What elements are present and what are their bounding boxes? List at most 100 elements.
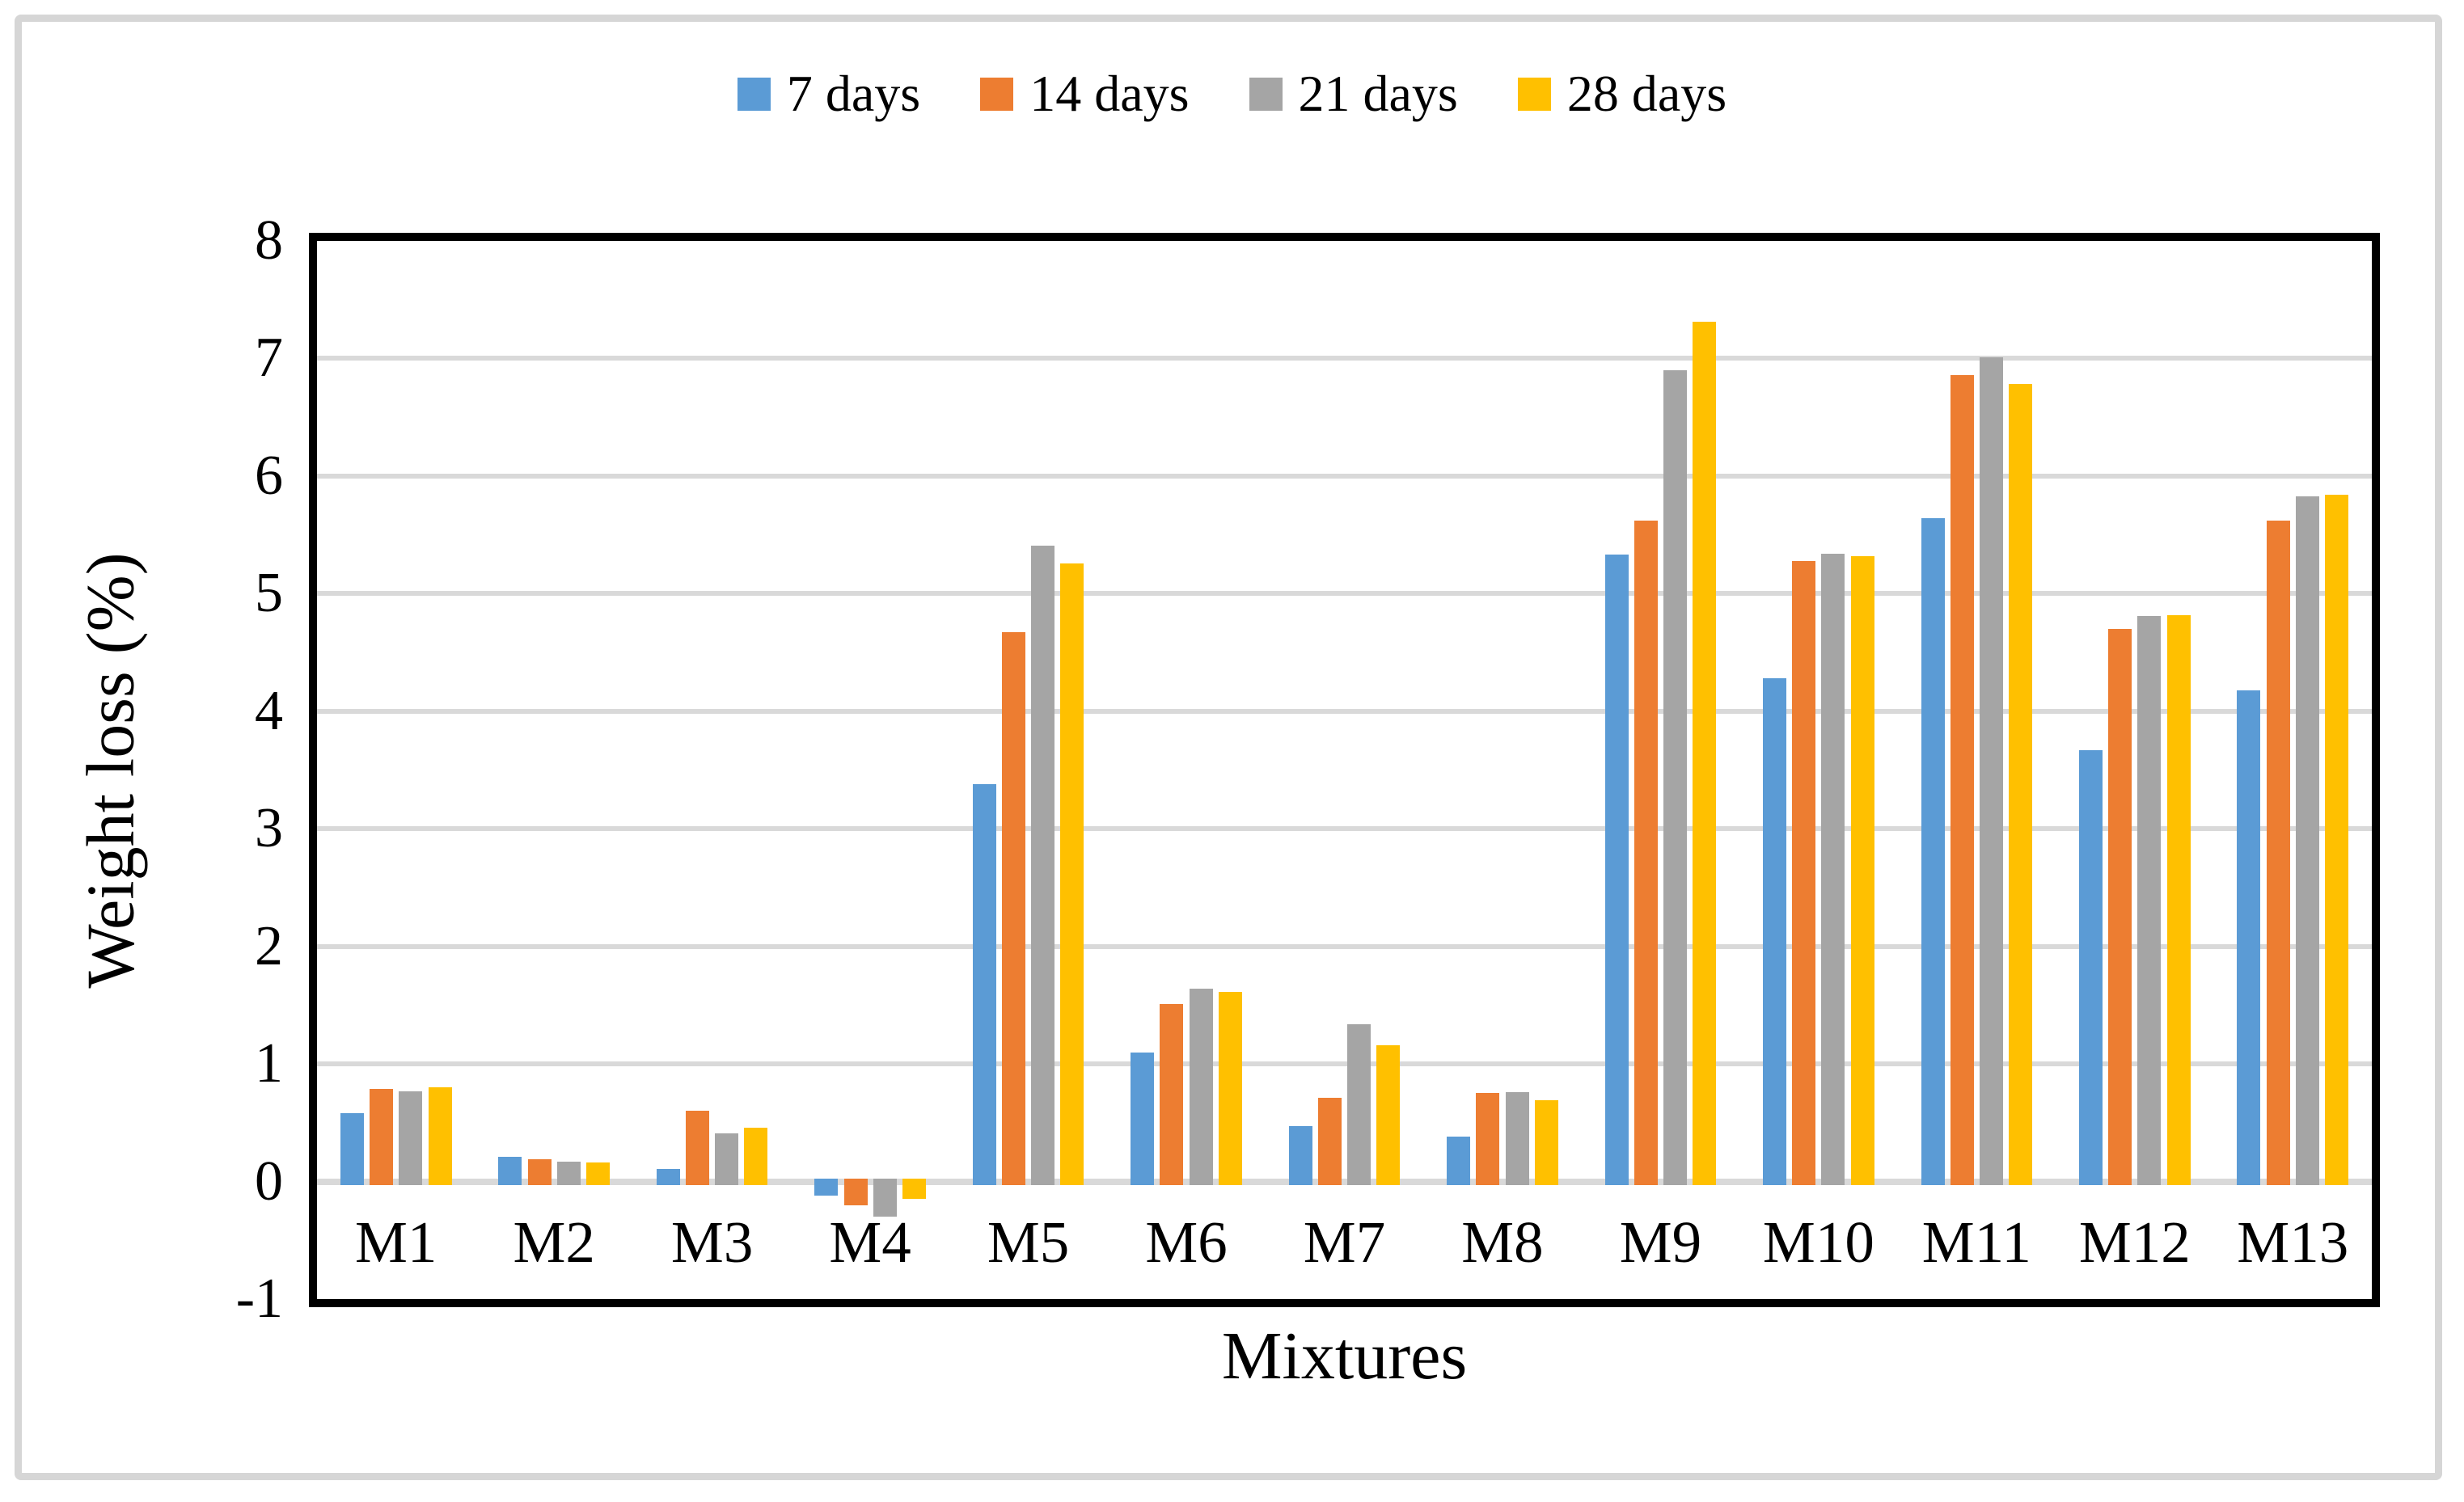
legend-swatch-icon (1517, 77, 1551, 111)
y-tick-label-2: 2 (255, 914, 283, 977)
legend-label: 21 days (1298, 65, 1458, 122)
x-tick-label-M2: M2 (513, 1209, 595, 1275)
bar-M2-7days (498, 1157, 522, 1185)
bar-M4-7days (814, 1178, 839, 1196)
bar-M6-7days (1131, 1052, 1155, 1185)
bar-M11-21days (1979, 357, 2003, 1185)
x-axis-title: Mixtures (1221, 1318, 1468, 1394)
bar-M13-7days (2237, 690, 2261, 1185)
bar-M1-21days (399, 1091, 423, 1185)
bar-M3-28days (744, 1127, 768, 1185)
legend-swatch-icon (980, 77, 1014, 111)
bar-M1-7days (340, 1113, 364, 1185)
gridline-5 (317, 591, 2372, 597)
bar-M10-21days (1821, 553, 1845, 1185)
bar-M13-14days (2266, 521, 2290, 1185)
bar-M6-28days (1218, 992, 1242, 1185)
bar-M12-14days (2108, 628, 2132, 1185)
y-tick-label-7: 7 (255, 327, 283, 390)
y-tick-label-0: 0 (255, 1150, 283, 1213)
gridline-4 (317, 708, 2372, 714)
x-tick-label-M11: M11 (1921, 1209, 2031, 1275)
bar-M8-7days (1447, 1137, 1471, 1185)
bar-M6-14days (1160, 1003, 1184, 1185)
y-tick-label-1: 1 (255, 1032, 283, 1095)
bar-M7-7days (1288, 1126, 1312, 1185)
x-tick-label-M5: M5 (987, 1209, 1070, 1275)
bar-M5-21days (1031, 545, 1055, 1185)
bar-M12-7days (2079, 749, 2103, 1185)
bar-M11-28days (2009, 384, 2033, 1185)
bar-M9-7days (1604, 555, 1629, 1185)
gridline-6 (317, 473, 2372, 479)
legend-item-14days: 14 days (980, 65, 1190, 122)
legend-label: 7 days (786, 65, 921, 122)
gridline-7 (317, 356, 2372, 361)
bar-M10-14days (1792, 560, 1816, 1185)
bar-M9-14days (1634, 521, 1658, 1185)
bar-M3-14days (686, 1111, 710, 1185)
bar-M8-14days (1476, 1093, 1500, 1185)
bar-M9-28days (1693, 322, 1717, 1185)
legend-item-28days: 28 days (1517, 65, 1727, 122)
y-tick-label-5: 5 (255, 562, 283, 625)
zero-gridline (317, 1178, 2372, 1185)
gridline-2 (317, 943, 2372, 949)
figure-frame (15, 15, 2442, 1480)
bar-M3-7days (656, 1168, 680, 1185)
y-tick-label-3: 3 (255, 797, 283, 860)
bar-M4-28days (902, 1178, 926, 1200)
x-tick-label-M9: M9 (1619, 1209, 1702, 1275)
bar-M13-28days (2325, 495, 2349, 1185)
bar-M11-14days (1950, 374, 1974, 1185)
gridline-3 (317, 826, 2372, 832)
bar-M12-21days (2137, 615, 2162, 1185)
legend-swatch-icon (737, 77, 771, 111)
x-tick-label-M4: M4 (829, 1209, 911, 1275)
plot-area (309, 233, 2380, 1307)
bar-M12-28days (2166, 614, 2191, 1185)
x-tick-label-M10: M10 (1762, 1209, 1874, 1275)
bar-M2-21days (556, 1161, 581, 1185)
legend-label: 14 days (1029, 65, 1190, 122)
legend-item-7days: 7 days (737, 65, 921, 122)
x-tick-label-M12: M12 (2078, 1209, 2191, 1275)
bar-M1-14days (370, 1088, 394, 1185)
bar-M5-7days (972, 783, 996, 1185)
bar-M10-7days (1763, 678, 1787, 1185)
x-tick-label-M1: M1 (355, 1209, 437, 1275)
bar-M13-21days (2295, 496, 2319, 1185)
bar-M7-28days (1376, 1044, 1401, 1185)
bar-M7-21days (1347, 1023, 1371, 1185)
x-tick-label-M8: M8 (1461, 1209, 1544, 1275)
legend: 7 days 14 days 21 days 28 days (0, 68, 2464, 120)
bar-M7-14days (1317, 1098, 1342, 1185)
bar-M8-28days (1534, 1100, 1558, 1185)
legend-item-21days: 21 days (1249, 68, 1458, 120)
bar-M3-21days (715, 1133, 739, 1185)
x-tick-label-M6: M6 (1145, 1209, 1228, 1275)
bar-M1-28days (428, 1087, 452, 1185)
x-tick-label-M7: M7 (1303, 1209, 1386, 1275)
x-tick-label-M13: M13 (2237, 1209, 2349, 1275)
bar-M5-28days (1060, 563, 1084, 1185)
bar-M6-21days (1189, 989, 1213, 1185)
bar-M10-28days (1850, 555, 1874, 1185)
y-tick-label-8: 8 (255, 209, 283, 272)
x-tick-label-M3: M3 (670, 1209, 754, 1275)
gridline-1 (317, 1061, 2372, 1067)
bar-M5-14days (1001, 632, 1025, 1185)
y-tick-label-6: 6 (255, 444, 283, 507)
bar-M4-14days (843, 1178, 868, 1205)
legend-label: 28 days (1566, 65, 1727, 122)
y-tick-label--1: -1 (235, 1268, 283, 1330)
bar-M11-7days (1921, 518, 1945, 1185)
bar-M2-14days (527, 1158, 552, 1185)
legend-swatch-icon (1249, 77, 1283, 111)
bar-M2-28days (585, 1162, 610, 1185)
y-tick-label-4: 4 (255, 679, 283, 742)
bar-M9-21days (1663, 369, 1688, 1185)
y-axis-title: Weight loss (%) (73, 552, 149, 989)
bar-M4-21days (873, 1178, 897, 1217)
